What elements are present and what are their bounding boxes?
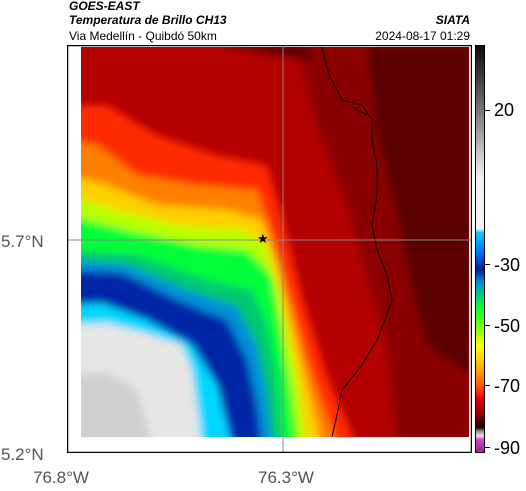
colorbar-label-20: 20	[494, 100, 515, 120]
latitude-label-upper: 5.7°N	[1, 232, 44, 251]
colorbar-tick	[485, 264, 490, 265]
area-label: Via Medellín - Quibdó 50km	[69, 29, 217, 43]
longitude-label-right: 76.3°W	[258, 468, 314, 487]
colorbar-label-neg90: -90	[494, 438, 521, 458]
satellite-title: GOES-EAST	[69, 0, 140, 13]
temperature-colorbar	[475, 45, 485, 453]
colorbar-tick	[485, 110, 490, 111]
colorbar-label-neg30: -30	[494, 255, 521, 275]
brightness-temperature-map[interactable]	[67, 45, 472, 453]
colorbar-tick	[485, 385, 490, 386]
organization-label: SIATA	[435, 13, 470, 27]
colorbar-tick	[485, 325, 490, 326]
map-panel[interactable]	[67, 45, 472, 453]
longitude-label-left: 76.8°W	[33, 468, 89, 487]
colorbar-label-neg50: -50	[494, 316, 521, 336]
border-line	[321, 46, 393, 438]
product-title: Temperatura de Brillo CH13	[69, 13, 227, 27]
timestamp-label: 2024-08-17 01:29	[375, 29, 470, 43]
latitude-label-lower: 5.2°N	[1, 445, 44, 464]
colorbar-label-neg70: -70	[494, 376, 521, 396]
colorbar-tick	[485, 447, 490, 448]
temperature-field	[81, 47, 469, 437]
location-marker[interactable]: ★	[257, 231, 269, 246]
